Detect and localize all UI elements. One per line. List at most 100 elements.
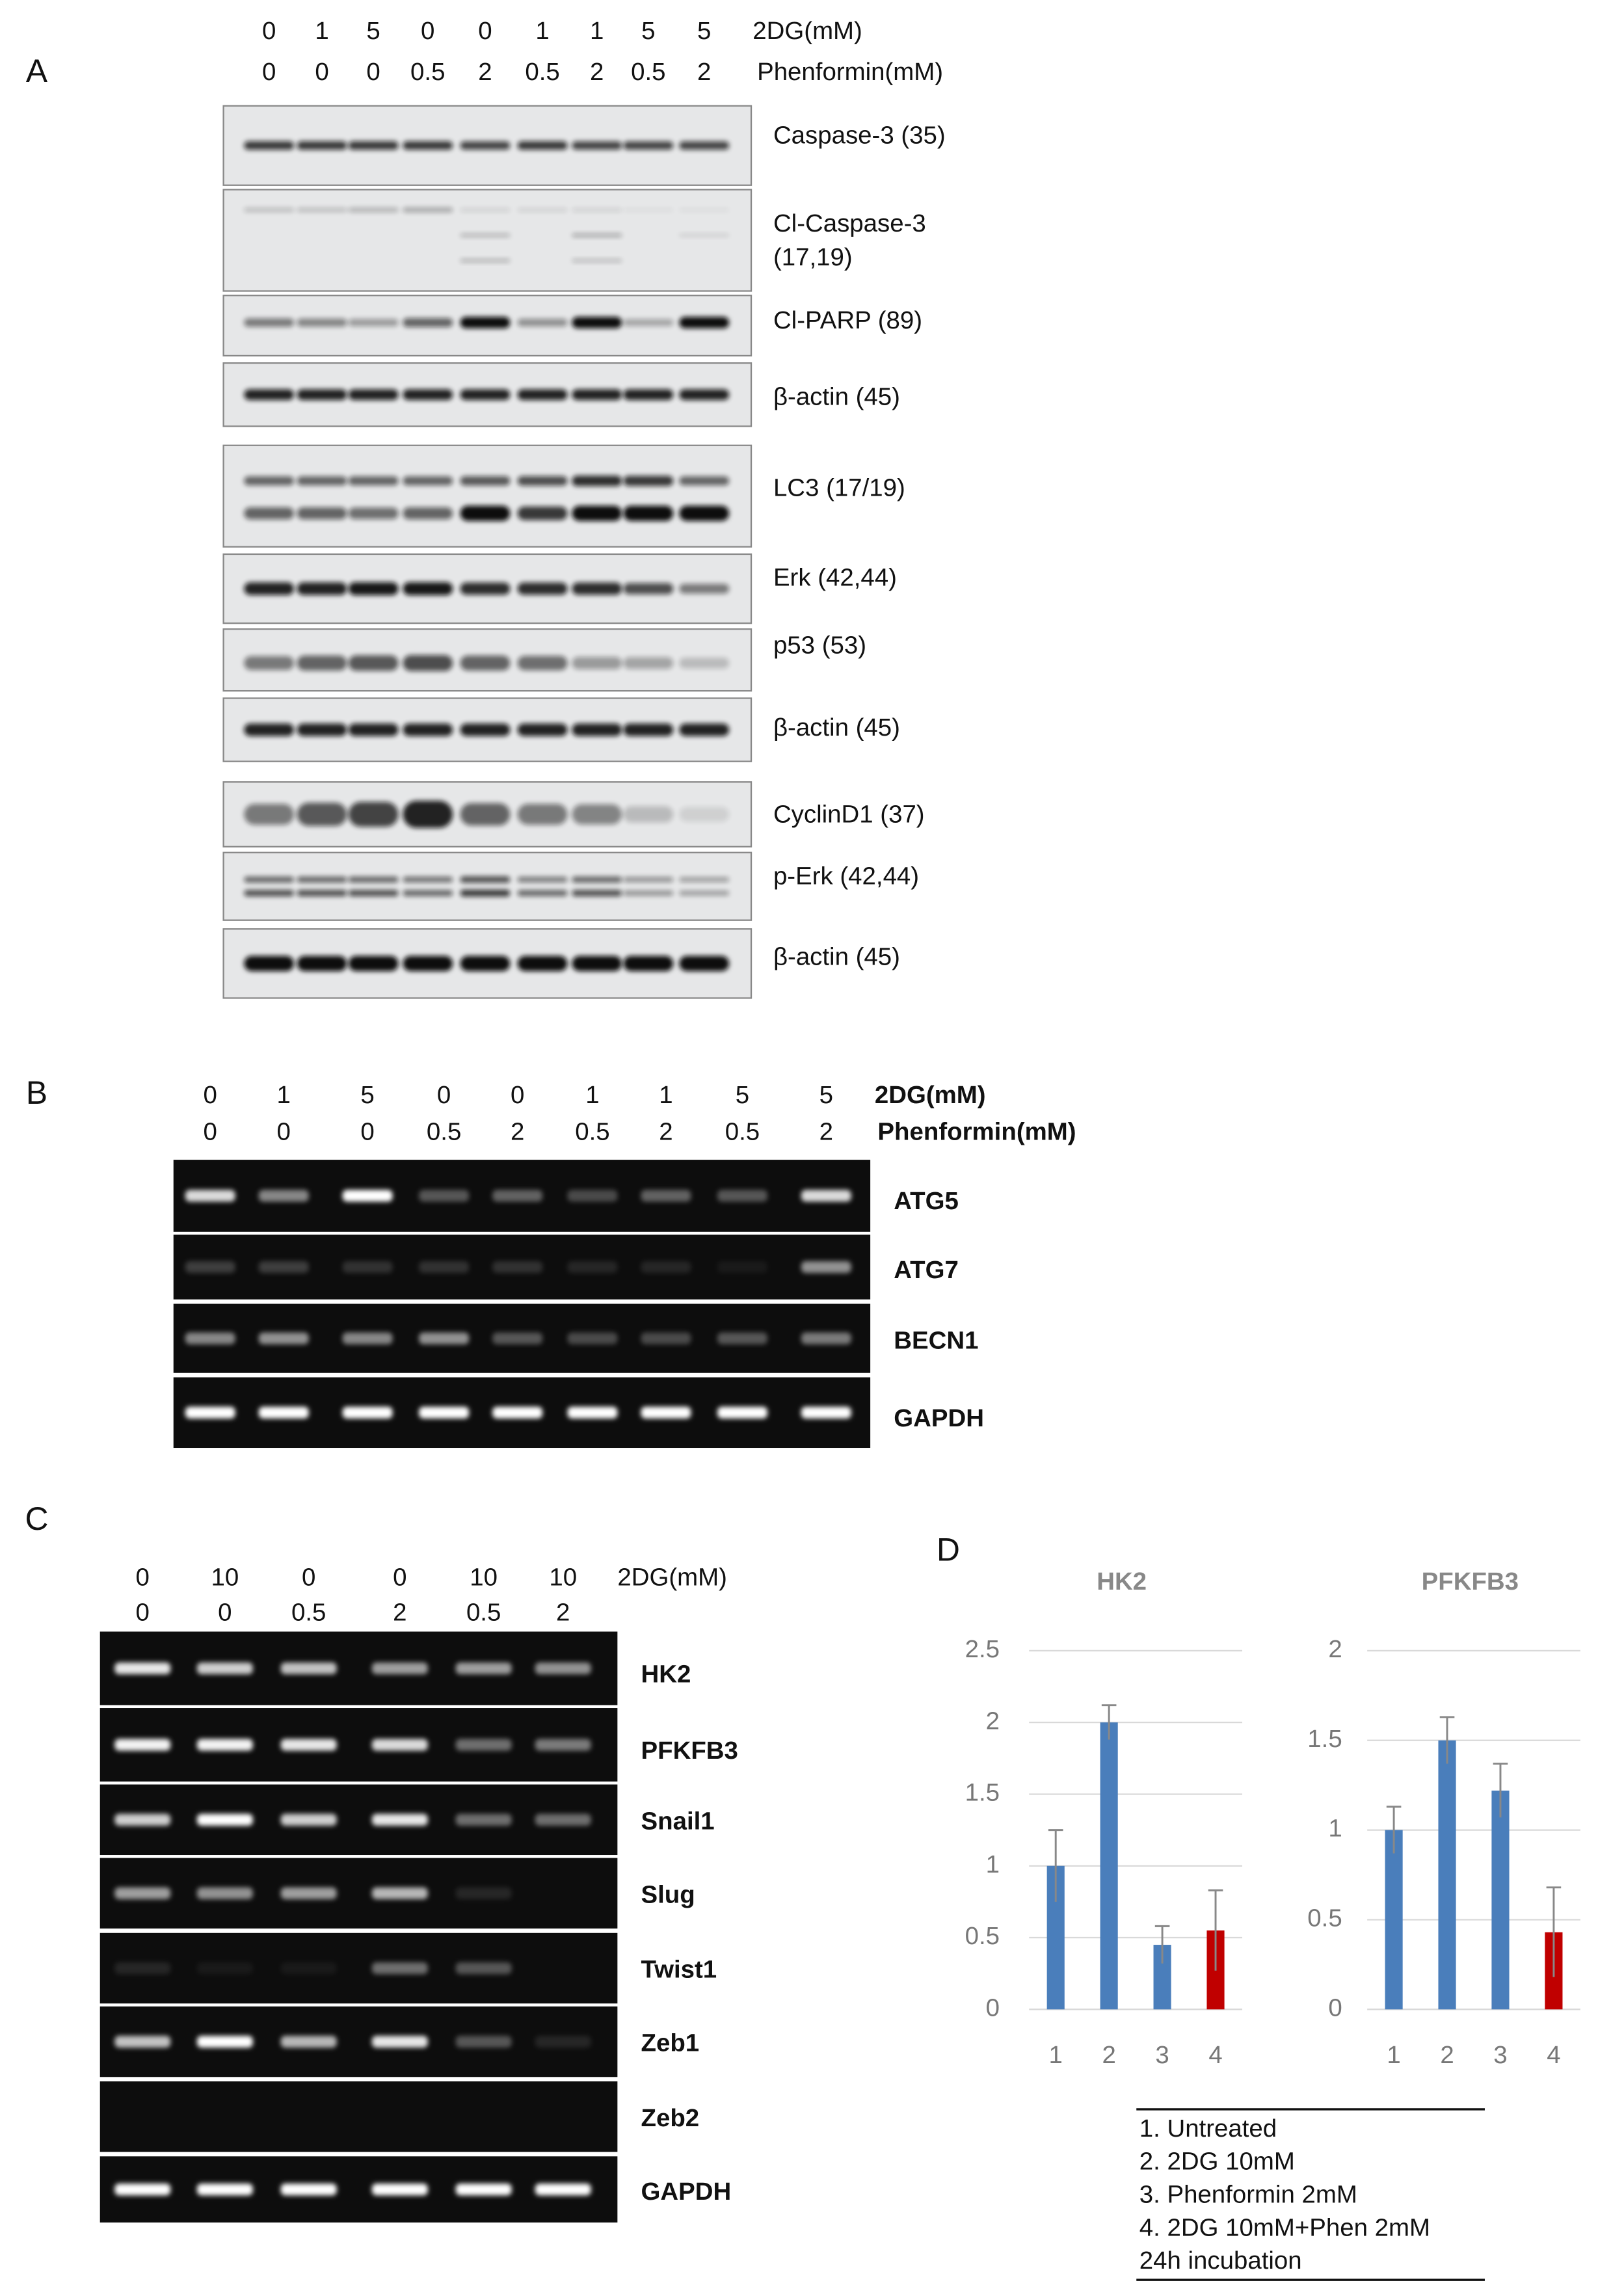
gel-label: PFKFB3 — [641, 1737, 738, 1765]
band — [258, 1190, 309, 1202]
band — [196, 2183, 253, 2196]
lane-value: 10 — [549, 1563, 577, 1591]
gel-label: Zeb2 — [641, 2104, 700, 2132]
legend-entry: 1. Untreated — [1139, 2115, 1277, 2142]
band — [419, 1190, 470, 1202]
y-tick-label: 1.5 — [965, 1779, 1000, 1807]
y-tick-label: 1 — [986, 1850, 1000, 1878]
band — [455, 1739, 512, 1751]
band — [572, 141, 622, 150]
lane-value: 2 — [697, 58, 711, 86]
band — [572, 317, 622, 328]
lane-value: 2 — [556, 1599, 570, 1627]
band — [371, 1739, 428, 1751]
band — [623, 475, 674, 487]
lane-value: 0 — [262, 17, 276, 45]
band — [455, 1962, 512, 1975]
band — [679, 389, 730, 401]
band — [419, 1332, 470, 1344]
band — [371, 2035, 428, 2048]
y-tick-label: 0.5 — [965, 1922, 1000, 1950]
band — [297, 476, 347, 486]
band — [244, 389, 295, 401]
band — [403, 389, 453, 401]
band — [679, 723, 730, 736]
band — [297, 655, 347, 671]
band — [348, 955, 399, 972]
band — [403, 723, 453, 736]
band — [623, 806, 674, 823]
band — [535, 1813, 591, 1826]
gel-label: GAPDH — [641, 2178, 732, 2206]
band — [297, 803, 347, 826]
band — [244, 507, 295, 520]
lane-axis-label: Phenformin(mM) — [757, 58, 943, 86]
band — [244, 207, 295, 213]
panel-label: C — [25, 1501, 49, 1537]
band — [348, 141, 399, 150]
lane-value: 0 — [277, 1118, 291, 1146]
lane-value: 0 — [421, 17, 434, 45]
chart-title: HK2 — [1097, 1568, 1147, 1595]
band — [717, 1406, 767, 1419]
band — [196, 1887, 253, 1899]
band — [492, 1261, 543, 1274]
band — [679, 877, 730, 883]
band — [517, 955, 568, 972]
gel-label: ATG7 — [894, 1256, 959, 1284]
band — [641, 1261, 691, 1274]
blot-label: Caspase-3 (35) — [773, 121, 946, 149]
band — [297, 890, 347, 897]
band — [679, 583, 730, 594]
lane-value: 0 — [262, 58, 276, 86]
band — [348, 655, 399, 671]
band — [460, 955, 511, 972]
band — [348, 723, 399, 736]
blot-label: CyclinD1 (37) — [773, 800, 925, 828]
panel-label: B — [26, 1075, 47, 1111]
band — [623, 505, 674, 521]
blot-label: Cl-Caspase-3 — [773, 209, 926, 237]
band — [679, 476, 730, 486]
band — [419, 1406, 470, 1419]
x-tick-label: 3 — [1493, 2041, 1507, 2069]
x-tick-label: 3 — [1155, 2041, 1169, 2069]
x-tick-label: 2 — [1440, 2041, 1454, 2069]
band — [801, 1406, 851, 1419]
band — [567, 1261, 618, 1274]
band — [371, 1662, 428, 1675]
band — [567, 1332, 618, 1344]
lane-value: 0 — [366, 58, 380, 86]
band — [244, 141, 295, 150]
band — [114, 2183, 171, 2196]
gel-label: Slug — [641, 1880, 695, 1908]
band — [114, 1662, 171, 1675]
lane-value: 5 — [366, 17, 380, 45]
blot-label: β-actin (45) — [773, 943, 900, 971]
legend-entry: 3. Phenformin 2mM — [1139, 2180, 1357, 2208]
lane-axis-label: Phenformin(mM) — [877, 1118, 1076, 1146]
band — [492, 1332, 543, 1344]
lane-axis-label: 2DG(mM) — [752, 17, 862, 45]
band — [244, 955, 295, 972]
band — [244, 803, 295, 825]
band — [280, 1887, 337, 1899]
gel — [100, 2081, 618, 2152]
band — [517, 318, 568, 327]
lane-value: 5 — [641, 17, 655, 45]
x-tick-label: 1 — [1049, 2041, 1063, 2069]
band — [280, 1962, 337, 1975]
band — [114, 1887, 171, 1899]
lane-value: 0.5 — [631, 58, 665, 86]
lane-value: 1 — [535, 17, 549, 45]
lane-value: 1 — [315, 17, 328, 45]
bar — [1491, 1790, 1510, 2010]
band — [679, 141, 730, 150]
band — [244, 318, 295, 327]
band — [403, 207, 453, 213]
y-tick-label: 2.5 — [965, 1635, 1000, 1663]
band — [348, 801, 399, 827]
lane-value: 0.5 — [410, 58, 445, 86]
band — [801, 1332, 851, 1344]
